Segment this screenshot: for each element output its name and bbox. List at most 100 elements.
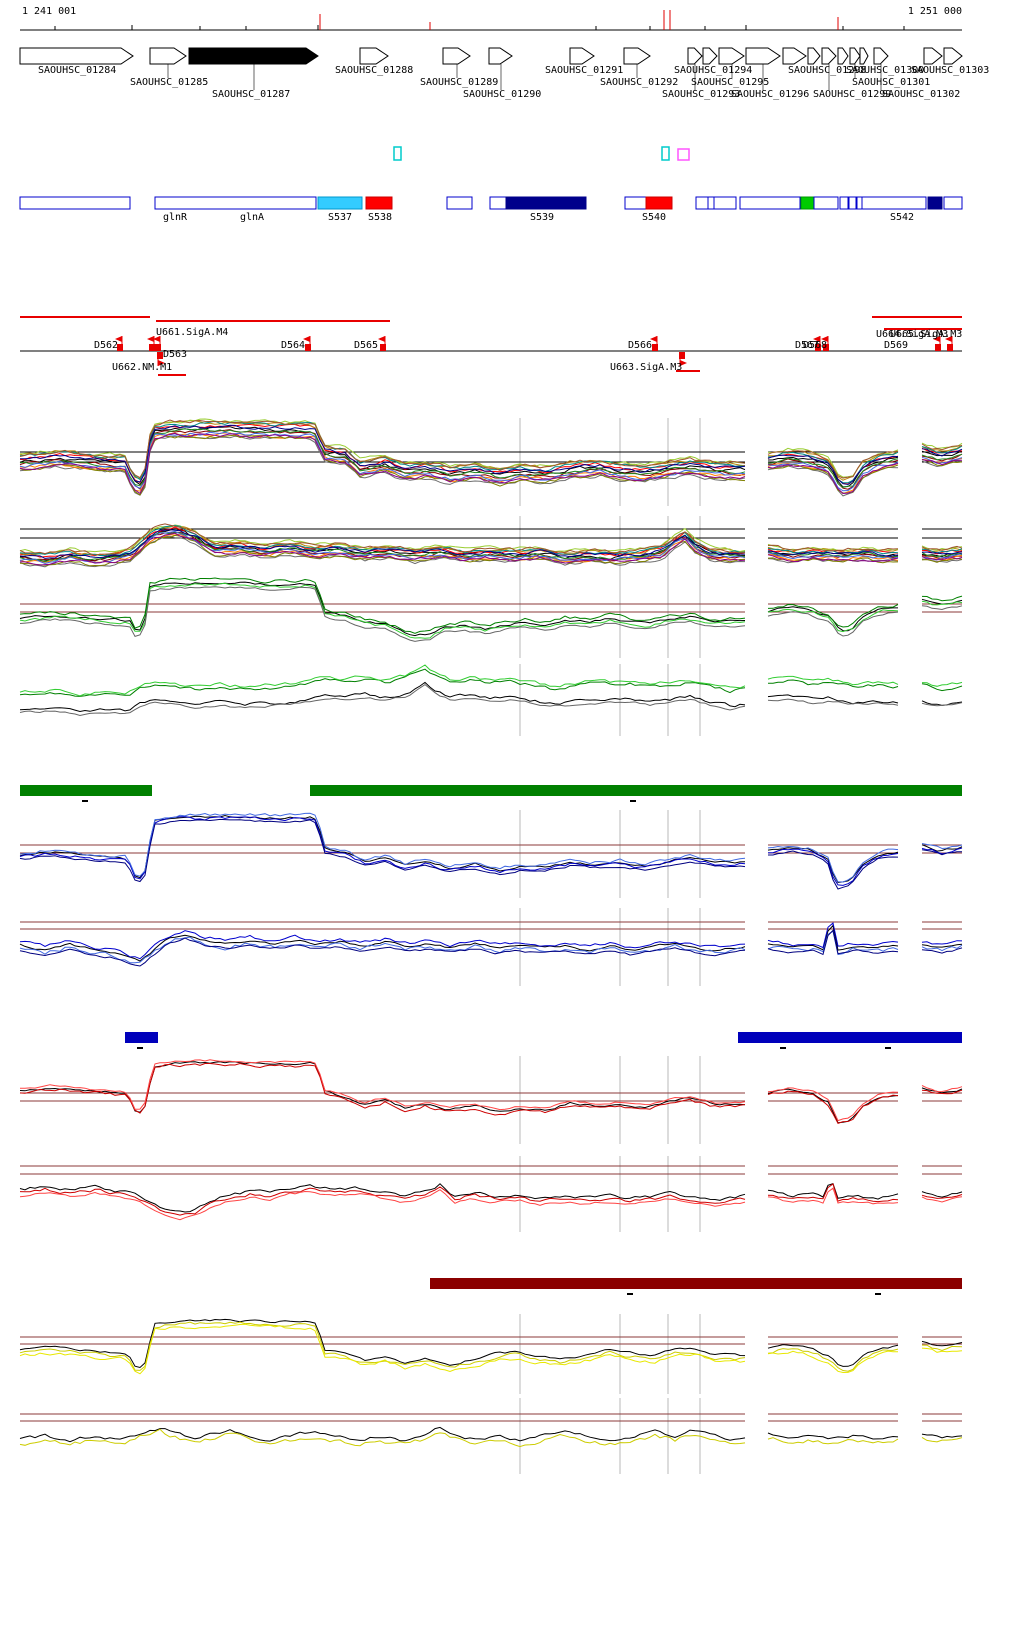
detection-bar-segment [310, 785, 962, 796]
feature-marker-box[interactable] [661, 146, 670, 161]
segment-box[interactable] [446, 196, 473, 210]
segment-label: glnR [163, 212, 188, 223]
gene-arrow[interactable] [873, 47, 889, 65]
segment-box[interactable] [943, 196, 963, 210]
gene-arrow[interactable] [687, 47, 703, 65]
profile-green-top [19, 576, 963, 658]
segment-box[interactable] [365, 196, 393, 210]
segment-box[interactable] [861, 196, 927, 210]
segment-box[interactable] [856, 196, 863, 210]
gene-arrow[interactable] [702, 47, 718, 65]
expression-series [19, 683, 963, 717]
tss-flag[interactable] [823, 344, 829, 351]
gene-arrow[interactable] [488, 47, 513, 65]
tss-flag[interactable] [117, 344, 123, 351]
expression-series [20, 1059, 963, 1122]
tss-flag-pennant [680, 360, 687, 366]
tss-flag[interactable] [652, 344, 658, 351]
feature-marker-box[interactable] [393, 146, 402, 161]
gene-arrow[interactable] [837, 47, 849, 65]
strand-minus-mark [137, 1047, 143, 1049]
gene-arrow[interactable] [745, 47, 781, 65]
segment-box[interactable] [624, 196, 647, 210]
tss-flag[interactable] [380, 344, 386, 351]
gene-arrow[interactable] [923, 47, 943, 65]
expression-series [19, 581, 963, 637]
gene-arrow[interactable] [943, 47, 963, 65]
segment-box[interactable] [927, 196, 943, 210]
tss-label: U665.SigA.M3 [890, 329, 962, 340]
expression-series [19, 1062, 963, 1125]
detection-bar-segment [125, 1032, 158, 1043]
tss-flag-pennant [813, 336, 820, 342]
gene-arrow[interactable] [849, 47, 861, 65]
tss-flag[interactable] [155, 344, 161, 351]
segment-box[interactable] [317, 196, 363, 210]
gene-arrow[interactable] [623, 47, 651, 65]
tss-flag-pennant [933, 336, 940, 342]
expression-series [19, 924, 963, 962]
tss-flag[interactable] [149, 344, 155, 351]
gene-arrow[interactable] [782, 47, 807, 65]
gene-label: SAOUHSC_01301 [852, 77, 930, 88]
expression-series [19, 1323, 963, 1375]
tss-flag[interactable] [815, 344, 821, 351]
gene-arrow[interactable] [569, 47, 595, 65]
gene-arrow[interactable] [718, 47, 745, 65]
gene-arrow[interactable] [149, 47, 187, 65]
gene-arrow[interactable] [188, 47, 319, 65]
gene-label: SAOUHSC_01298 [788, 65, 866, 76]
gene-label: SAOUHSC_01296 [731, 89, 809, 100]
strand-minus-mark [630, 800, 636, 802]
expression-series [19, 523, 963, 557]
expression-series [19, 1428, 963, 1448]
tss-flag[interactable] [157, 352, 163, 359]
tss-flag-pennant [158, 360, 165, 366]
segment-box[interactable] [707, 196, 715, 210]
gene-label: SAOUHSC_01288 [335, 65, 413, 76]
gene-arrow[interactable] [821, 47, 837, 65]
gene-arrow[interactable] [359, 47, 389, 65]
tss-label: D568 [803, 340, 827, 351]
gene-arrow[interactable] [807, 47, 821, 65]
strand-minus-mark [627, 1293, 633, 1295]
expression-series [19, 419, 963, 479]
segment-box[interactable] [489, 196, 507, 210]
expression-series [19, 428, 963, 488]
gene-arrow[interactable] [19, 47, 134, 65]
tss-flag-pennant [821, 336, 828, 342]
strand-minus-mark [780, 1047, 786, 1049]
segment-box[interactable] [695, 196, 709, 210]
tss-flag[interactable] [935, 344, 941, 351]
segment-box[interactable] [813, 196, 839, 210]
segment-box[interactable] [800, 196, 815, 210]
gene-label: SAOUHSC_01293 [662, 89, 740, 100]
segment-box[interactable] [645, 196, 673, 210]
tss-flag[interactable] [305, 344, 311, 351]
feature-marker-box[interactable] [677, 148, 690, 161]
segment-box[interactable] [713, 196, 737, 210]
gene-label: SAOUHSC_01287 [212, 89, 290, 100]
tss-flag-pennant [115, 336, 122, 342]
tss-flag-pennant [147, 336, 154, 342]
tss-label: D563 [163, 349, 187, 360]
tss-flag[interactable] [947, 344, 953, 351]
gene-arrow[interactable] [859, 47, 869, 65]
segment-box[interactable] [154, 196, 317, 210]
tss-flag[interactable] [679, 352, 685, 359]
segment-box[interactable] [505, 196, 587, 210]
segment-box[interactable] [739, 196, 801, 210]
segment-box[interactable] [839, 196, 849, 210]
expression-series [19, 668, 963, 697]
segment-label: S537 [328, 212, 352, 223]
detection-bar-segment [430, 1278, 962, 1289]
expression-series [19, 1321, 963, 1372]
expression-series [19, 532, 963, 566]
gene-label: SAOUHSC_01291 [545, 65, 623, 76]
segment-box[interactable] [19, 196, 131, 210]
gene-arrow[interactable] [442, 47, 471, 65]
expression-series [19, 582, 963, 639]
segment-box[interactable] [848, 196, 857, 210]
